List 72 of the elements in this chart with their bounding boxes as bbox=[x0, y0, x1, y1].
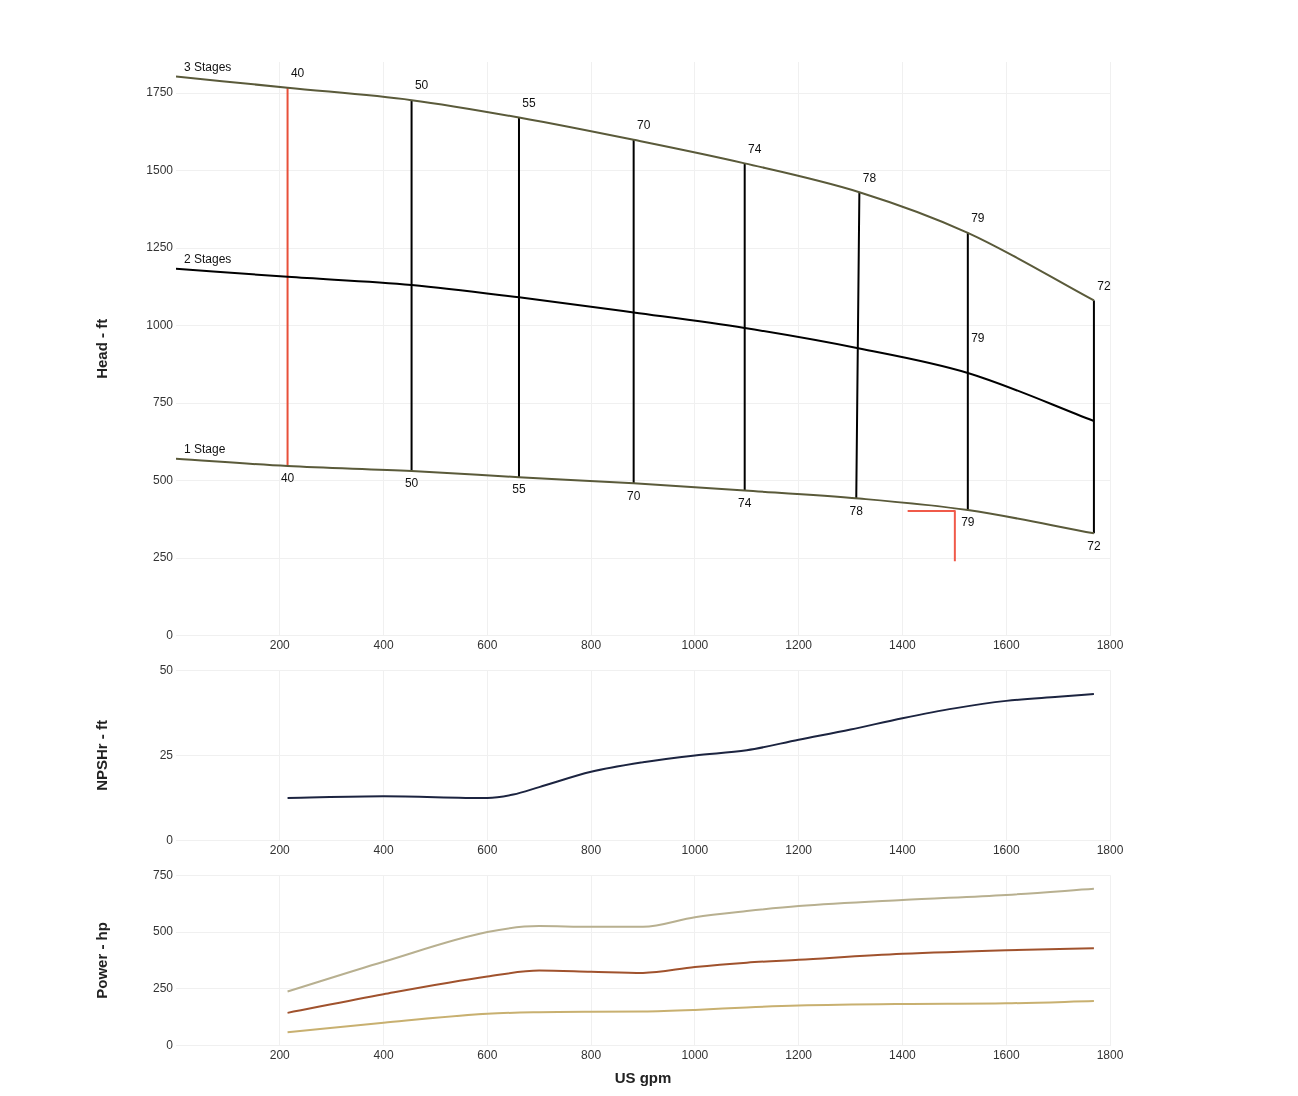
annotation: 50 bbox=[414, 78, 429, 93]
y-tick-label: 1250 bbox=[146, 240, 174, 255]
x-tick-label: 1200 bbox=[785, 638, 813, 653]
series-label: 2 Stages bbox=[184, 252, 232, 267]
annotation: 79 bbox=[971, 211, 985, 226]
y-tick-label: 250 bbox=[152, 981, 174, 996]
y-tick-label: 1500 bbox=[146, 162, 174, 177]
x-tick-label: 800 bbox=[581, 1048, 602, 1063]
x-tick-label: 1800 bbox=[1096, 638, 1124, 653]
y-tick-label: 500 bbox=[152, 924, 174, 939]
annotation: 40 bbox=[280, 471, 295, 486]
x-tick-label: 200 bbox=[269, 843, 291, 858]
x-tick-label: 1800 bbox=[1096, 843, 1124, 858]
annotation: 74 bbox=[748, 141, 762, 156]
x-tick-label: 1200 bbox=[785, 1048, 813, 1063]
x-tick-label: 1800 bbox=[1096, 1048, 1124, 1063]
x-tick-label: 800 bbox=[581, 638, 602, 653]
x-tick-label: 600 bbox=[477, 843, 498, 858]
y-tick-label: 750 bbox=[152, 867, 174, 882]
x-tick-label: 400 bbox=[373, 638, 394, 653]
line-series bbox=[286, 693, 1095, 799]
y-tick-label: 0 bbox=[166, 627, 174, 642]
y-axis-title: NPSHr - ft bbox=[93, 719, 111, 791]
x-tick-label: 1000 bbox=[681, 638, 709, 653]
annotation: 74 bbox=[738, 495, 752, 510]
x-tick-label: 400 bbox=[373, 1048, 394, 1063]
annotation: 78 bbox=[849, 503, 864, 518]
y-tick-label: 25 bbox=[159, 747, 174, 762]
x-tick-label: 800 bbox=[581, 843, 602, 858]
series-label: 3 Stages bbox=[184, 59, 232, 74]
x-tick-label: 200 bbox=[269, 1048, 291, 1063]
y-tick-label: 500 bbox=[152, 472, 174, 487]
x-tick-label: 600 bbox=[477, 638, 498, 653]
y-axis-title: Power - hp bbox=[93, 922, 111, 999]
annotation: 70 bbox=[636, 118, 651, 133]
annotation: 40 bbox=[290, 66, 305, 81]
annotation: 79 bbox=[961, 515, 975, 530]
line-series bbox=[176, 457, 1095, 535]
line-series bbox=[286, 887, 1095, 993]
x-axis-title: US gpm bbox=[614, 1069, 672, 1087]
annotation: 70 bbox=[626, 488, 641, 503]
x-tick-label: 400 bbox=[373, 843, 394, 858]
annotation: 50 bbox=[404, 476, 419, 491]
annotation: 79 bbox=[971, 331, 985, 346]
x-tick-label: 1200 bbox=[785, 843, 813, 858]
annotation: 55 bbox=[512, 482, 526, 497]
line-series bbox=[286, 1000, 1095, 1034]
y-tick-label: 1000 bbox=[146, 317, 174, 332]
y-tick-label: 250 bbox=[152, 550, 174, 565]
y-tick-label: 0 bbox=[166, 1037, 174, 1052]
x-tick-label: 200 bbox=[269, 638, 291, 653]
x-tick-label: 1000 bbox=[681, 843, 709, 858]
x-tick-label: 1600 bbox=[992, 843, 1020, 858]
y-tick-label: 1750 bbox=[146, 85, 174, 100]
x-tick-label: 1600 bbox=[992, 638, 1020, 653]
annotation: 72 bbox=[1097, 278, 1111, 293]
x-tick-label: 1400 bbox=[889, 843, 917, 858]
x-tick-label: 1600 bbox=[992, 1048, 1020, 1063]
x-tick-label: 1400 bbox=[889, 638, 917, 653]
y-tick-label: 0 bbox=[166, 832, 174, 847]
annotation: 78 bbox=[862, 170, 877, 185]
line-series bbox=[176, 75, 1095, 302]
x-tick-label: 600 bbox=[477, 1048, 498, 1063]
annotation: 55 bbox=[522, 95, 536, 110]
y-tick-label: 50 bbox=[159, 662, 174, 677]
series-label: 1 Stage bbox=[184, 442, 226, 457]
x-tick-label: 1000 bbox=[681, 1048, 709, 1063]
annotation: 72 bbox=[1087, 538, 1101, 553]
x-tick-label: 1400 bbox=[889, 1048, 917, 1063]
y-tick-label: 750 bbox=[152, 395, 174, 410]
line-series bbox=[286, 947, 1095, 1014]
y-axis-title: Head - ft bbox=[93, 318, 111, 379]
